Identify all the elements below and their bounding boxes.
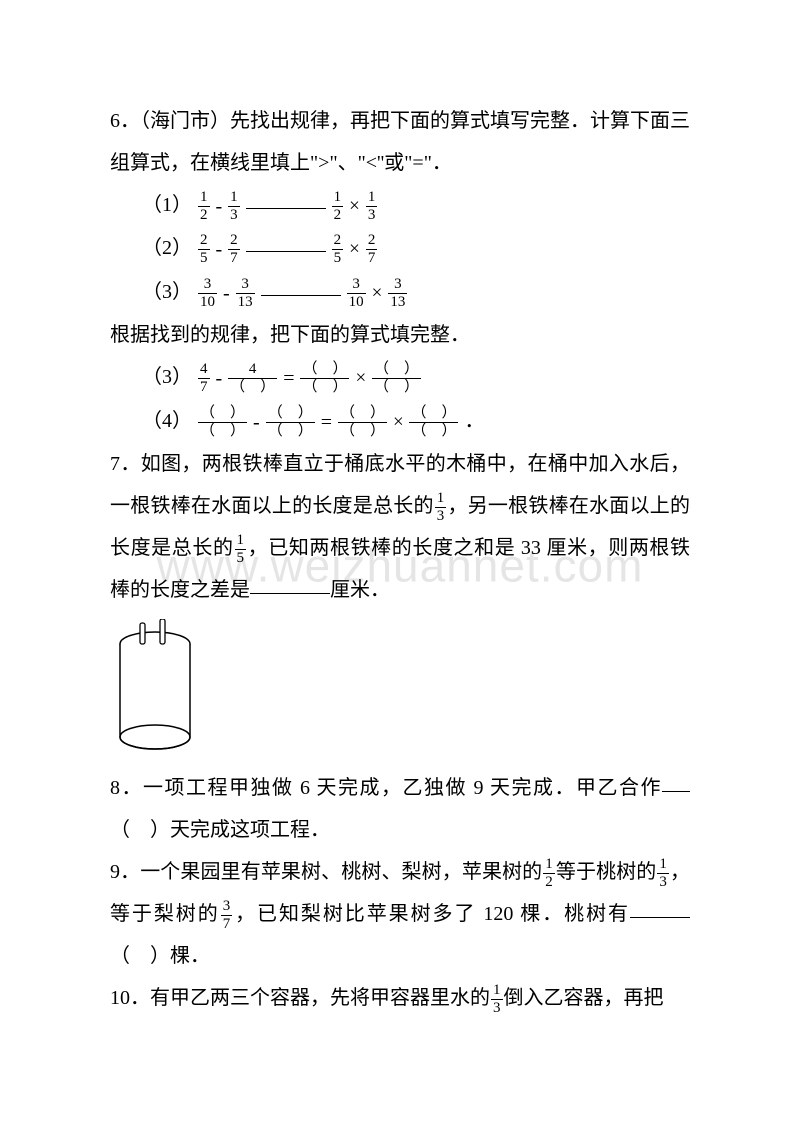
- minus-sign: -: [216, 195, 228, 217]
- text: 9．一个果园里有苹果树、桃树、梨树，苹果树的: [110, 861, 542, 883]
- q6-row3: （3） 310 - 313 310 × 313: [110, 271, 690, 314]
- document-page: www.weizhuannet.com 6．（海门市）先找出规律，再把下面的算式…: [0, 0, 800, 1132]
- fraction: 37: [221, 899, 233, 932]
- fraction: 13: [657, 857, 669, 890]
- fraction: 27: [228, 233, 240, 266]
- q6-row5: （4） （ ）（ ） - （ ）（ ） = （ ）（ ） × （ ）（ ） ．: [110, 400, 690, 443]
- answer-blank[interactable]: [246, 232, 326, 252]
- fraction-blank[interactable]: （ ）（ ）: [372, 362, 421, 395]
- period: ．: [464, 410, 484, 432]
- row-label: （3）: [142, 366, 192, 388]
- fraction-blank[interactable]: （ ）（ ）: [409, 406, 458, 439]
- answer-blank[interactable]: [261, 276, 341, 296]
- times-sign: ×: [393, 411, 408, 432]
- minus-sign: -: [223, 282, 235, 304]
- times-sign: ×: [355, 368, 370, 389]
- fraction: 27: [366, 233, 378, 266]
- fraction: 12: [332, 190, 344, 223]
- fraction-blank[interactable]: （ ）（ ）: [266, 406, 315, 439]
- fraction-blank[interactable]: 4（ ）: [228, 362, 277, 395]
- fraction-blank[interactable]: （ ）（ ）: [338, 406, 387, 439]
- minus-sign: -: [253, 411, 265, 433]
- text: （ ）棵．: [110, 945, 210, 967]
- text: 厘米．: [330, 579, 390, 601]
- fraction-blank[interactable]: （ ）（ ）: [300, 362, 349, 395]
- minus-sign: -: [216, 239, 228, 261]
- q6-intro: 6．（海门市）先找出规律，再把下面的算式填写完整．计算下面三组算式，在横线里填上…: [110, 100, 690, 184]
- row-label: （1）: [142, 194, 192, 216]
- times-sign: ×: [349, 195, 360, 216]
- fraction: 47: [198, 362, 210, 395]
- answer-blank[interactable]: [630, 898, 690, 918]
- q6-row1: （1） 12 - 13 12 × 13: [110, 184, 690, 227]
- equals-sign: =: [321, 411, 337, 433]
- q9-text: 9．一个果园里有苹果树、桃树、梨树，苹果树的12等于桃树的13，等于梨树的37，…: [110, 851, 690, 977]
- text: ，已知梨树比苹果树多了 120 棵．桃树有: [233, 903, 630, 925]
- fraction: 310: [347, 277, 366, 310]
- equals-sign: =: [283, 368, 299, 390]
- text: 等于桃树的: [556, 861, 657, 883]
- fraction: 310: [198, 277, 217, 310]
- fraction: 13: [228, 190, 240, 223]
- fraction: 13: [366, 190, 378, 223]
- fraction: 25: [332, 233, 344, 266]
- times-sign: ×: [349, 239, 360, 260]
- fraction-blank[interactable]: （ ）（ ）: [198, 406, 247, 439]
- q10-text: 10．有甲乙两三个容器，先将甲容器里水的13倒入乙容器，再把: [110, 977, 690, 1019]
- bucket-illustration: [110, 619, 200, 759]
- q6-row2: （2） 25 - 27 25 × 27: [110, 227, 690, 270]
- row-label: （4）: [142, 410, 192, 432]
- times-sign: ×: [372, 282, 383, 303]
- q6-after: 根据找到的规律，把下面的算式填完整．: [110, 314, 690, 356]
- fraction: 12: [198, 190, 210, 223]
- fraction: 15: [235, 533, 247, 566]
- text: 8．一项工程甲独做 6 天完成，乙独做 9 天完成．甲乙合作: [110, 777, 662, 799]
- text: 倒入乙容器，再把: [504, 987, 664, 1009]
- row-label: （3）: [142, 281, 192, 303]
- row-label: （2）: [142, 237, 192, 259]
- fraction: 13: [491, 983, 503, 1016]
- fraction: 13: [435, 491, 447, 524]
- minus-sign: -: [216, 368, 228, 390]
- fraction: 12: [543, 857, 555, 890]
- fraction: 25: [198, 233, 210, 266]
- text: （ ）天完成这项工程．: [110, 819, 330, 841]
- answer-blank[interactable]: [250, 574, 330, 594]
- fraction: 313: [236, 277, 255, 310]
- answer-blank[interactable]: [662, 772, 690, 792]
- text: 10．有甲乙两三个容器，先将甲容器里水的: [110, 987, 490, 1009]
- q8-text: 8．一项工程甲独做 6 天完成，乙独做 9 天完成．甲乙合作 （ ）天完成这项工…: [110, 767, 690, 851]
- answer-blank[interactable]: [246, 189, 326, 209]
- fraction: 313: [388, 277, 407, 310]
- q7-text: 7．如图，两根铁棒直立于桶底水平的木桶中，在桶中加入水后，一根铁棒在水面以上的长…: [110, 443, 690, 611]
- q6-row4: （3） 47 - 4（ ） = （ ）（ ） × （ ）（ ）: [110, 356, 690, 399]
